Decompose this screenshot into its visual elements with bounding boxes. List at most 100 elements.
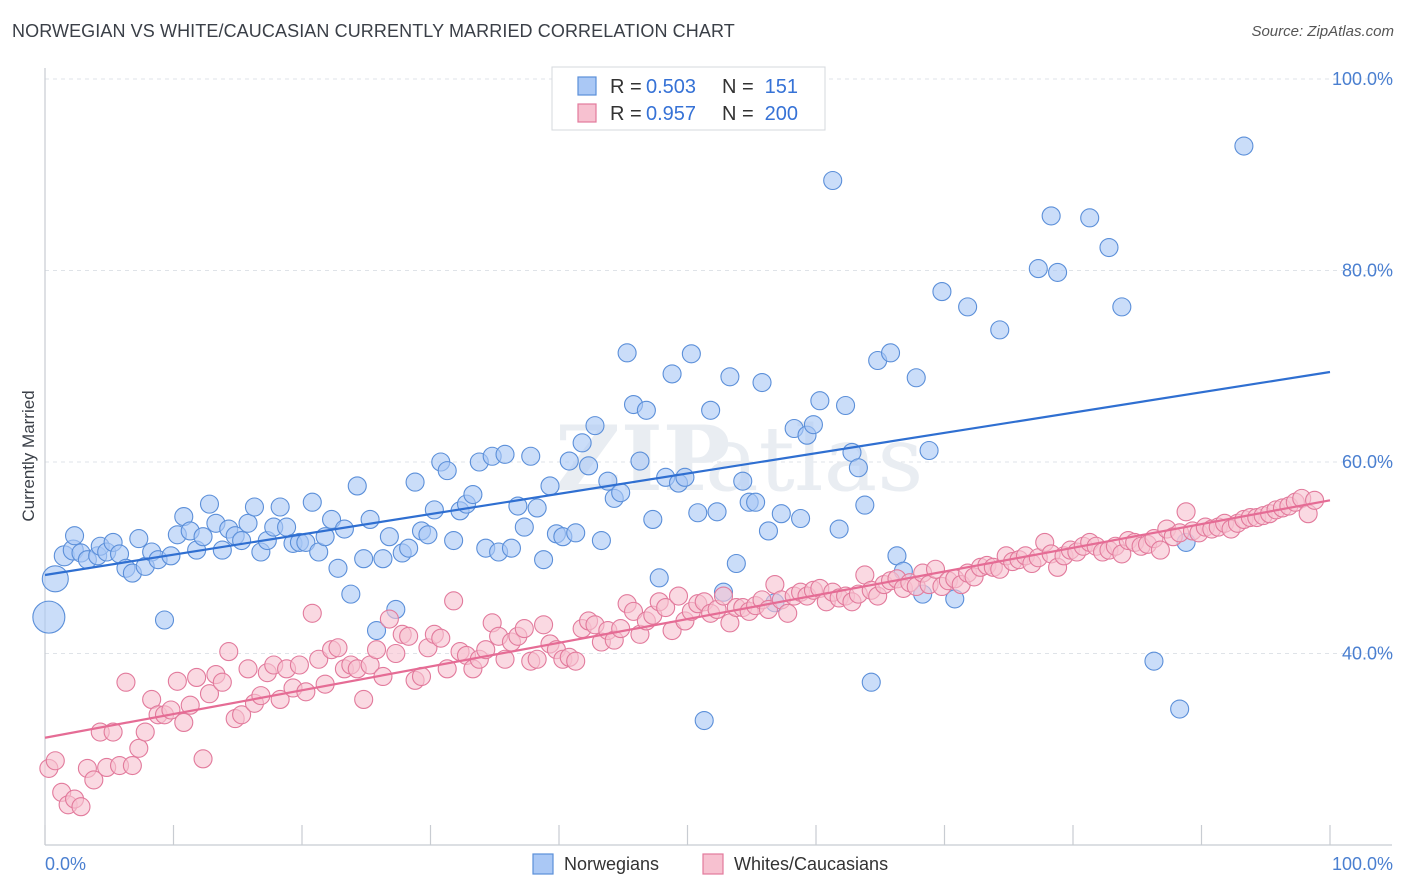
point-whites-89 bbox=[611, 619, 631, 639]
point-norwegians-143 bbox=[1112, 297, 1132, 317]
y-tick-labels: 40.0% 60.0% 80.0% 100.0% bbox=[1332, 69, 1393, 664]
point-norwegians-133 bbox=[919, 440, 939, 461]
point-whites-1 bbox=[45, 751, 65, 771]
point-norwegians-108 bbox=[733, 471, 753, 491]
point-whites-91 bbox=[623, 601, 644, 621]
series-norwegians bbox=[32, 136, 1254, 731]
point-norwegians-138 bbox=[1028, 259, 1048, 279]
point-whites-12 bbox=[116, 672, 136, 692]
legend-box bbox=[551, 66, 826, 131]
point-norwegians-57 bbox=[405, 472, 425, 492]
point-norwegians-44 bbox=[322, 509, 342, 530]
legend-n-label-1: N = bbox=[722, 103, 754, 125]
point-norwegians-75 bbox=[521, 446, 541, 466]
point-norwegians-142 bbox=[1099, 237, 1119, 258]
chart-title: NORWEGIAN VS WHITE/CAUCASIAN CURRENTLY M… bbox=[12, 21, 735, 41]
trend-lines bbox=[44, 370, 1331, 739]
point-whites-61 bbox=[431, 628, 451, 648]
x-tick-labels: 0.0% 100.0% bbox=[45, 854, 1393, 874]
point-norwegians-120 bbox=[823, 170, 843, 191]
point-whites-23 bbox=[187, 667, 207, 687]
point-norwegians-131 bbox=[906, 368, 926, 388]
point-whites-25 bbox=[199, 684, 220, 704]
point-whites-197 bbox=[1305, 490, 1325, 510]
point-norwegians-144 bbox=[1144, 651, 1164, 671]
point-norwegians-72 bbox=[501, 538, 522, 558]
axes bbox=[44, 68, 1392, 846]
point-norwegians-52 bbox=[373, 549, 393, 569]
bottom-legend-label-norwegians: Norwegians bbox=[564, 854, 659, 874]
point-norwegians-63 bbox=[444, 530, 464, 551]
point-norwegians-78 bbox=[540, 476, 560, 496]
point-whites-56 bbox=[399, 626, 419, 646]
point-norwegians-60 bbox=[424, 500, 444, 520]
point-norwegians-47 bbox=[341, 584, 361, 604]
point-whites-98 bbox=[668, 586, 689, 606]
series-whites-caucasians bbox=[39, 488, 1325, 817]
point-norwegians-83 bbox=[572, 433, 592, 453]
point-whites-63 bbox=[444, 591, 464, 611]
point-norwegians-59 bbox=[418, 525, 438, 545]
point-norwegians-114 bbox=[771, 504, 791, 524]
point-norwegians-137 bbox=[990, 320, 1010, 340]
point-whites-53 bbox=[379, 609, 399, 629]
x-tick-label-1: 100.0% bbox=[1332, 854, 1393, 874]
y-tick-label-1: 60.0% bbox=[1342, 452, 1393, 472]
point-norwegians-50 bbox=[360, 509, 380, 530]
legend-r-label-0: R = bbox=[610, 76, 642, 98]
point-norwegians-99 bbox=[675, 467, 695, 487]
point-norwegians-18 bbox=[154, 610, 175, 630]
point-norwegians-125 bbox=[855, 495, 875, 515]
point-norwegians-101 bbox=[688, 503, 708, 523]
point-norwegians-0 bbox=[32, 600, 66, 634]
bottom-legend: Norwegians Whites/Caucasians bbox=[532, 853, 888, 875]
point-whites-68 bbox=[476, 640, 496, 660]
point-norwegians-4 bbox=[65, 526, 85, 546]
point-norwegians-90 bbox=[617, 343, 637, 363]
point-whites-177 bbox=[1176, 502, 1196, 522]
point-norwegians-111 bbox=[752, 372, 772, 393]
legend-n-value-0: 151 bbox=[765, 76, 798, 98]
point-norwegians-92 bbox=[630, 451, 650, 471]
point-norwegians-104 bbox=[707, 502, 727, 522]
point-norwegians-139 bbox=[1041, 206, 1061, 226]
point-whites-15 bbox=[135, 722, 155, 742]
point-whites-21 bbox=[174, 712, 194, 732]
point-norwegians-93 bbox=[636, 400, 656, 420]
point-norwegians-32 bbox=[244, 497, 265, 517]
point-norwegians-141 bbox=[1080, 208, 1100, 228]
point-norwegians-110 bbox=[746, 492, 766, 512]
legend-r-label-1: R = bbox=[610, 103, 642, 125]
point-norwegians-76 bbox=[527, 498, 547, 518]
point-norwegians-81 bbox=[559, 451, 579, 471]
point-whites-105 bbox=[713, 586, 734, 606]
legend-r-value-1: 0.957 bbox=[646, 103, 696, 125]
trend-line-whites-caucasians bbox=[44, 499, 1331, 739]
legend-r-value-0: 0.503 bbox=[646, 76, 696, 98]
y-tick-label-3: 100.0% bbox=[1332, 69, 1393, 89]
point-norwegians-77 bbox=[534, 550, 554, 570]
point-whites-41 bbox=[302, 603, 322, 623]
point-norwegians-89 bbox=[611, 483, 631, 503]
legend-n-label-0: N = bbox=[722, 76, 754, 98]
point-norwegians-103 bbox=[701, 400, 721, 420]
point-whites-96 bbox=[656, 597, 676, 618]
legend-swatch-norwegians bbox=[577, 76, 597, 96]
point-norwegians-119 bbox=[810, 391, 830, 411]
point-whites-20 bbox=[167, 671, 187, 691]
point-whites-76 bbox=[527, 649, 547, 669]
point-norwegians-97 bbox=[662, 364, 682, 384]
point-norwegians-51 bbox=[366, 620, 387, 641]
point-norwegians-86 bbox=[591, 530, 611, 551]
point-norwegians-116 bbox=[791, 508, 811, 529]
x-tick-label-0: 0.0% bbox=[45, 854, 86, 874]
point-whites-28 bbox=[219, 642, 239, 662]
point-whites-71 bbox=[495, 649, 515, 669]
point-whites-31 bbox=[238, 659, 258, 679]
point-whites-10 bbox=[103, 722, 123, 742]
point-norwegians-71 bbox=[495, 444, 515, 464]
point-norwegians-84 bbox=[579, 456, 599, 476]
point-norwegians-1 bbox=[41, 565, 69, 593]
y-axis-label: Currently Married bbox=[19, 390, 38, 521]
point-norwegians-95 bbox=[649, 568, 669, 588]
